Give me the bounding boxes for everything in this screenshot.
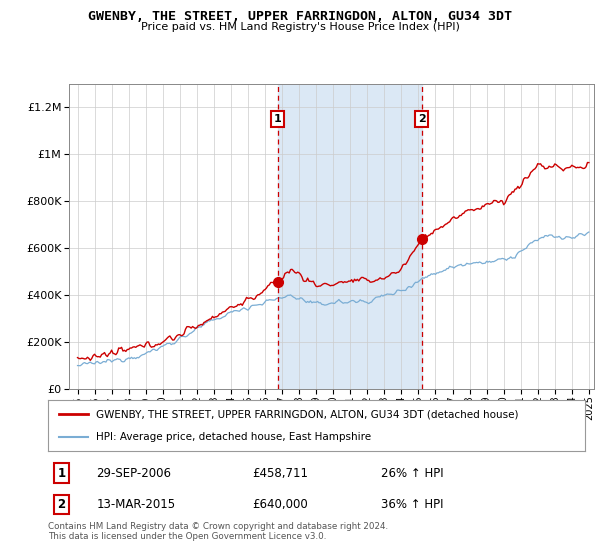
Text: Contains HM Land Registry data © Crown copyright and database right 2024.
This d: Contains HM Land Registry data © Crown c… bbox=[48, 522, 388, 542]
Text: 13-MAR-2015: 13-MAR-2015 bbox=[97, 498, 175, 511]
Text: 36% ↑ HPI: 36% ↑ HPI bbox=[381, 498, 443, 511]
Text: £458,711: £458,711 bbox=[252, 466, 308, 479]
Text: 1: 1 bbox=[58, 466, 65, 479]
Text: £640,000: £640,000 bbox=[252, 498, 308, 511]
Text: 26% ↑ HPI: 26% ↑ HPI bbox=[381, 466, 443, 479]
Text: HPI: Average price, detached house, East Hampshire: HPI: Average price, detached house, East… bbox=[97, 432, 371, 442]
Text: GWENBY, THE STREET, UPPER FARRINGDON, ALTON, GU34 3DT: GWENBY, THE STREET, UPPER FARRINGDON, AL… bbox=[88, 10, 512, 23]
Text: 2: 2 bbox=[58, 498, 65, 511]
Text: GWENBY, THE STREET, UPPER FARRINGDON, ALTON, GU34 3DT (detached house): GWENBY, THE STREET, UPPER FARRINGDON, AL… bbox=[97, 409, 519, 419]
Text: 2: 2 bbox=[418, 114, 426, 124]
Bar bbox=[278, 84, 422, 389]
Text: Price paid vs. HM Land Registry's House Price Index (HPI): Price paid vs. HM Land Registry's House … bbox=[140, 22, 460, 32]
Text: 1: 1 bbox=[274, 114, 281, 124]
Text: 29-SEP-2006: 29-SEP-2006 bbox=[97, 466, 172, 479]
